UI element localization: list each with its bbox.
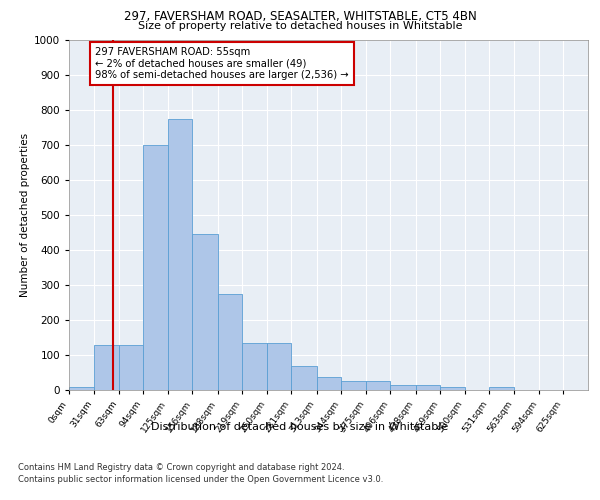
Text: Size of property relative to detached houses in Whitstable: Size of property relative to detached ho… (138, 21, 462, 31)
Text: Distribution of detached houses by size in Whitstable: Distribution of detached houses by size … (151, 422, 449, 432)
Text: Contains HM Land Registry data © Crown copyright and database right 2024.: Contains HM Land Registry data © Crown c… (18, 462, 344, 471)
Bar (365, 381, 390, 390)
Text: 297, FAVERSHAM ROAD, SEASALTER, WHITSTABLE, CT5 4BN: 297, FAVERSHAM ROAD, SEASALTER, WHITSTAB… (124, 10, 476, 23)
Bar (341, 381, 365, 390)
Text: Contains public sector information licensed under the Open Government Licence v3: Contains public sector information licen… (18, 475, 383, 484)
Bar (390, 385, 416, 390)
Bar (143, 145, 168, 390)
Bar (440, 386, 464, 390)
Bar (242, 343, 267, 390)
Y-axis label: Number of detached properties: Number of detached properties (20, 133, 29, 297)
Bar (119, 344, 143, 390)
Bar (94, 345, 119, 390)
Bar (69, 387, 94, 390)
Bar (218, 294, 242, 390)
Bar (317, 376, 341, 390)
Bar (168, 118, 193, 390)
Text: 297 FAVERSHAM ROAD: 55sqm
← 2% of detached houses are smaller (49)
98% of semi-d: 297 FAVERSHAM ROAD: 55sqm ← 2% of detach… (95, 47, 349, 80)
Bar (267, 343, 292, 390)
Bar (292, 366, 317, 390)
Bar (416, 385, 440, 390)
Bar (193, 234, 218, 390)
Bar (489, 386, 514, 390)
